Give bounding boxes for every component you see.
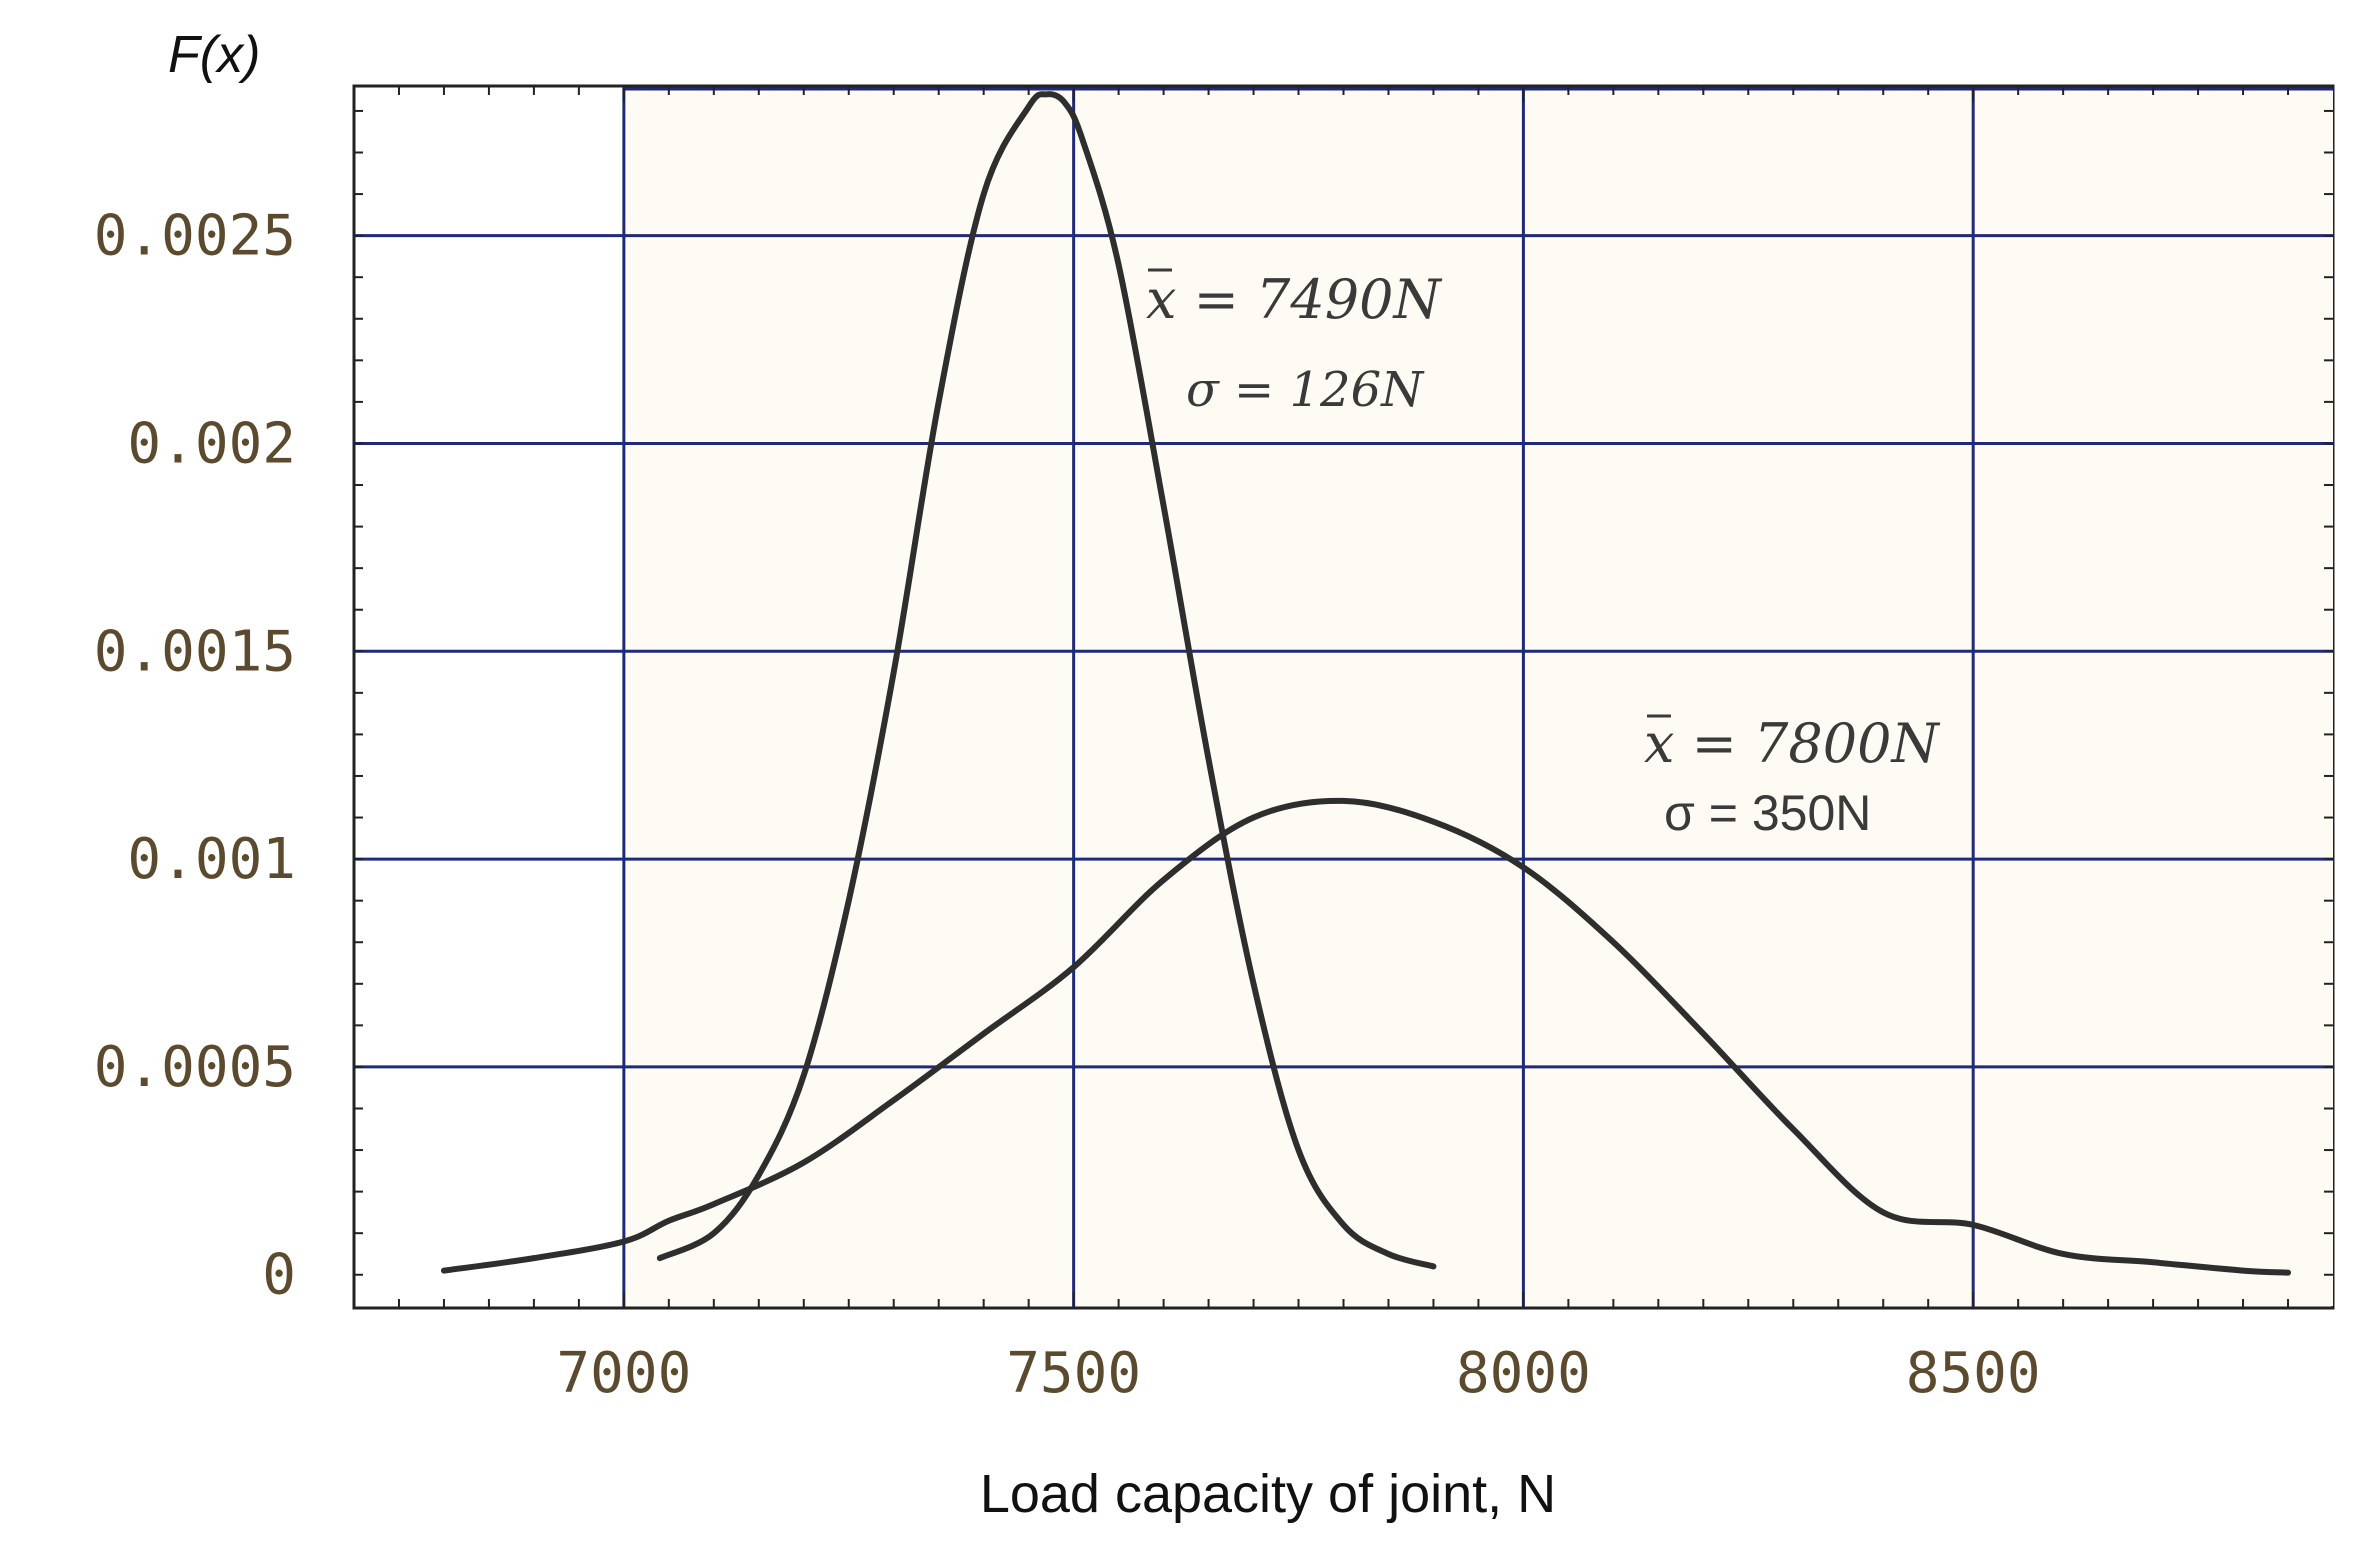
curves xyxy=(440,91,2292,1276)
annotation-wide: x = 7800N σ = 350N xyxy=(1644,712,1940,841)
y-tick-label-0: 0 xyxy=(262,1243,296,1308)
y-tick-label-3: 0.0015 xyxy=(94,619,296,684)
annotation-wide-sigma: σ = 350N xyxy=(1664,785,1871,841)
x-tick-label-1: 7500 xyxy=(1006,1341,1141,1406)
y-tick-labels: 0 0.0005 0.001 0.0015 0.002 0.0025 xyxy=(94,204,296,1308)
x-tick-label-0: 7000 xyxy=(556,1341,691,1406)
annotation-narrow: x = 7490N σ = 126N xyxy=(1146,268,1442,418)
annotation-narrow-mean: x = 7490N xyxy=(1146,268,1442,331)
annotation-narrow-sigma: σ = 126N xyxy=(1186,362,1425,418)
shaded-region xyxy=(623,88,2333,1306)
y-tick-label-1: 0.0005 xyxy=(94,1035,296,1100)
annotation-wide-mean: x = 7800N xyxy=(1644,712,1940,775)
x-axis-label: Load capacity of joint, N xyxy=(980,1464,1556,1524)
y-tick-label-2: 0.001 xyxy=(127,827,296,892)
y-tick-label-4: 0.002 xyxy=(127,411,296,476)
curve-series-0 xyxy=(656,91,1437,1270)
y-axis-label: F(x) xyxy=(168,26,260,84)
x-tick-label-2: 8000 xyxy=(1456,1341,1591,1406)
minor-ticks xyxy=(354,86,2333,1308)
x-tick-label-3: 8500 xyxy=(1906,1341,2041,1406)
x-tick-labels: 7000 7500 8000 8500 xyxy=(556,1341,2040,1406)
y-tick-label-5: 0.0025 xyxy=(94,204,296,269)
curve-series-1 xyxy=(440,797,2292,1276)
